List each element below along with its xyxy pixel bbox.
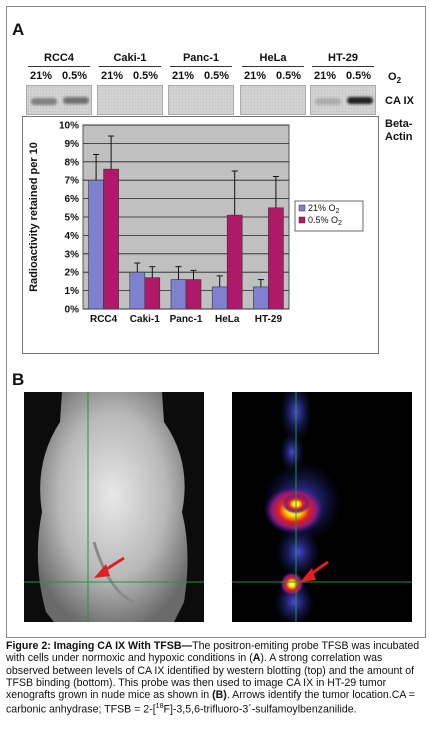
- caption-superscript: 18: [155, 703, 164, 711]
- beta-actin-label-line2: Actin: [385, 131, 413, 143]
- blot-condition-label: 0.5%: [204, 70, 230, 82]
- y-tick-label: 8%: [65, 157, 80, 168]
- blot-lane-label-rcc4: RCC4: [44, 52, 74, 64]
- caption-title: Figure 2: Imaging CA IX With TFSB—: [6, 640, 193, 652]
- beta-actin-label-line1: Beta-: [385, 118, 413, 130]
- blot-condition-label: 0.5%: [276, 70, 302, 82]
- blot-condition-label: 0.5%: [62, 70, 88, 82]
- caption-text-3: . Arrows identify the tumor location.CA …: [6, 689, 415, 717]
- legend-label-series2: 0.5% O2: [308, 215, 342, 227]
- figure-caption: Figure 2: Imaging CA IX With TFSB—The po…: [6, 640, 424, 716]
- blot-band: [63, 97, 89, 104]
- x-tick-label-ht-29: HT-29: [255, 314, 283, 325]
- x-tick-label-rcc4: RCC4: [90, 314, 118, 325]
- caption-text-4: F]-3,5,6-trifluoro-3´-sulfamoylbenzanili…: [163, 704, 357, 717]
- blot-condition-label: 21%: [101, 70, 124, 82]
- caption-ref-b: (B): [212, 689, 227, 702]
- blot-condition-label: 0.5%: [133, 70, 159, 82]
- o2-label: O2: [388, 71, 402, 86]
- bar-rcc4-series1: [88, 179, 104, 310]
- blot-lane-divider: [99, 66, 161, 67]
- pet-scan-image: [232, 392, 412, 622]
- caption-ref-a: A: [252, 652, 261, 665]
- y-tick-label: 4%: [65, 231, 80, 242]
- blot-condition-label: 21%: [244, 70, 267, 82]
- blot-strip-panc-1: [168, 85, 234, 115]
- blot-lane-label-hela: HeLa: [259, 52, 287, 64]
- x-tick-label-panc-1: Panc-1: [170, 314, 203, 325]
- y-tick-label: 10%: [59, 121, 79, 132]
- blot-strip-ht-29: [310, 85, 376, 115]
- legend-box: [294, 200, 364, 232]
- blot-lane-label-panc-1: Panc-1: [182, 52, 220, 64]
- y-tick-label: 6%: [65, 194, 80, 205]
- blot-strip-hela: [240, 85, 306, 115]
- blot-strip-rcc4: [26, 85, 92, 115]
- y-tick-label: 0%: [65, 305, 80, 316]
- blot-band: [347, 97, 373, 104]
- bar-panc-1-series1: [170, 279, 187, 310]
- blot-strip-caki-1: [97, 85, 163, 115]
- blot-lane-divider: [170, 66, 232, 67]
- blot-lane-divider: [312, 66, 374, 67]
- bar-caki-1-series1: [129, 271, 146, 310]
- y-tick-label: 2%: [65, 268, 80, 279]
- y-axis-label: Radioactivity retained per 10: [28, 142, 40, 292]
- bar-chart-frame: 0% 1% 2% 3% 4% 5% 6% 7% 8% 9% 10% Radioactivity ret…: [22, 116, 379, 354]
- pet-scan-heatmap: [232, 392, 412, 622]
- y-tick-label: 9%: [65, 139, 80, 150]
- y-tick-label: 5%: [65, 213, 80, 224]
- bar-ht-29-series2: [268, 207, 284, 310]
- caption-text-1: The positron-emiting probe TFSB was incu…: [6, 640, 420, 665]
- blot-band: [31, 98, 57, 105]
- y-tick-label: 7%: [65, 176, 80, 187]
- blot-lane-divider: [28, 66, 90, 67]
- blot-condition-label: 21%: [172, 70, 195, 82]
- blot-lane-divider: [242, 66, 304, 67]
- caption-text-2: ). A strong correlation was observed bet…: [6, 652, 415, 702]
- blot-lane-label-caki-1: Caki-1: [113, 52, 147, 64]
- bar-rcc4-series2: [103, 168, 119, 310]
- blot-lane-label-ht-29: HT-29: [328, 52, 358, 64]
- caix-label: CA IX: [385, 95, 414, 107]
- blot-condition-label: 0.5%: [346, 70, 372, 82]
- legend-swatch-series2: [298, 216, 306, 224]
- legend-label-series1: 21% O2: [308, 203, 340, 215]
- pet-tumor-arrow-icon: [300, 560, 329, 582]
- bar-caki-1-series2: [144, 277, 161, 310]
- x-tick-label-caki-1: Caki-1: [130, 314, 160, 325]
- mouse-photo: [24, 392, 204, 622]
- panel-a-label: A: [12, 20, 25, 39]
- x-tick-label-hela: HeLa: [215, 314, 240, 325]
- bar-hela-series2: [226, 214, 243, 310]
- blot-condition-label: 21%: [30, 70, 53, 82]
- tumor-arrow-icon: [94, 556, 125, 578]
- bar-panc-1-series2: [185, 279, 202, 310]
- mouse-photo-image: [24, 392, 204, 622]
- bar-hela-series1: [211, 286, 228, 310]
- panel-b-label: B: [12, 370, 25, 389]
- y-tick-label: 1%: [65, 286, 80, 297]
- y-tick-label: 3%: [65, 249, 80, 260]
- bar-ht-29-series1: [253, 286, 269, 310]
- legend-swatch-series1: [298, 204, 306, 212]
- blot-condition-label: 21%: [314, 70, 337, 82]
- blot-band: [315, 98, 341, 105]
- bar-chart: 0% 1% 2% 3% 4% 5% 6% 7% 8% 9% 10% Radioactivity ret…: [28, 121, 364, 325]
